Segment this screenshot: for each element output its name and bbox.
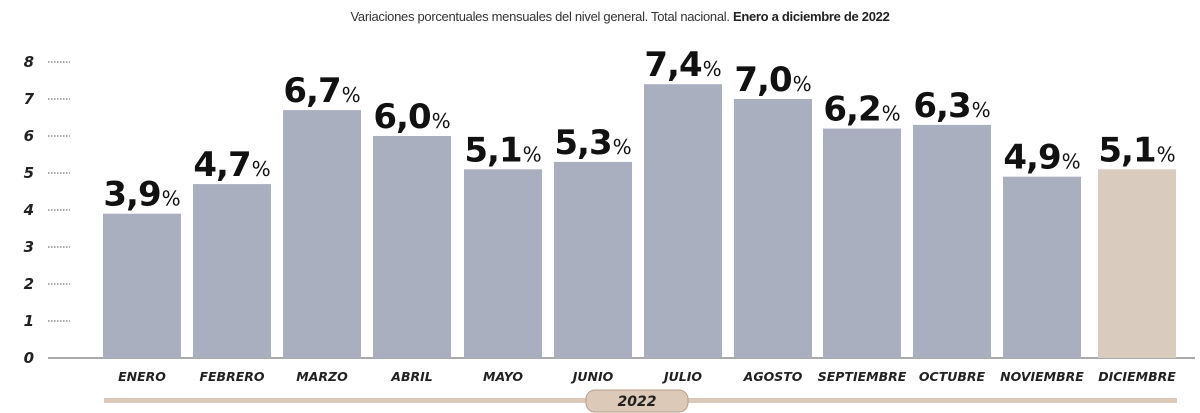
y-tick-label: 3 [24, 238, 34, 256]
x-tick-label: OCTUBRE [919, 369, 986, 384]
x-tick-label: MARZO [296, 369, 348, 384]
bar-marzo [283, 110, 361, 358]
y-tick-label: 0 [24, 349, 34, 367]
x-tick-label: JULIO [661, 369, 702, 384]
value-label: 7,4% [644, 45, 721, 85]
value-label: 6,7% [283, 71, 360, 111]
value-label: 6,0% [373, 97, 450, 137]
x-tick-label: ENERO [118, 369, 166, 384]
bar-diciembre [1098, 169, 1176, 358]
x-tick-label: ABRIL [390, 369, 432, 384]
y-tick-label: 5 [24, 164, 34, 182]
bar-septiembre [823, 128, 901, 358]
y-tick-label: 1 [24, 312, 34, 330]
y-tick-label: 2 [24, 275, 34, 293]
value-label: 4,9% [1003, 138, 1080, 178]
chart-title-bold: Enero a diciembre de 2022 [732, 9, 890, 24]
value-label: 6,3% [913, 86, 990, 126]
x-tick-label: SEPTIEMBRE [818, 369, 907, 384]
chart-title: Variaciones porcentuales mensuales del n… [0, 9, 1200, 24]
chart-title-regular: Variaciones porcentuales mensuales del n… [350, 9, 730, 24]
bar-febrero [193, 184, 271, 358]
x-tick-label: AGOSTO [743, 369, 803, 384]
value-label: 5,3% [554, 123, 631, 163]
value-label: 5,1% [1098, 130, 1175, 170]
bar-julio [644, 84, 722, 358]
y-tick-label: 6 [24, 127, 34, 145]
value-label: 6,2% [823, 90, 900, 130]
bar-noviembre [1003, 176, 1081, 358]
x-tick-label: FEBRERO [199, 369, 264, 384]
value-label: 4,7% [193, 145, 270, 185]
bar-enero [103, 213, 181, 358]
value-label: 5,1% [464, 130, 541, 170]
x-tick-label: MAYO [483, 369, 523, 384]
year-pill [585, 389, 689, 413]
y-tick-label: 8 [24, 53, 34, 71]
x-tick-label: JUNIO [570, 369, 614, 384]
x-tick-label: DICIEMBRE [1098, 369, 1176, 384]
x-axis-label: 2022 [618, 394, 657, 410]
y-tick-label: 4 [23, 201, 34, 219]
bar-junio [554, 161, 632, 358]
bar-agosto [734, 99, 812, 358]
bar-octubre [913, 124, 991, 359]
bar-abril [373, 136, 451, 358]
x-tick-label: NOVIEMBRE [1000, 369, 1084, 384]
bar-mayo [464, 169, 542, 358]
value-label: 7,0% [734, 60, 811, 100]
value-label: 3,9% [103, 175, 180, 215]
y-tick-label: 7 [24, 90, 35, 108]
